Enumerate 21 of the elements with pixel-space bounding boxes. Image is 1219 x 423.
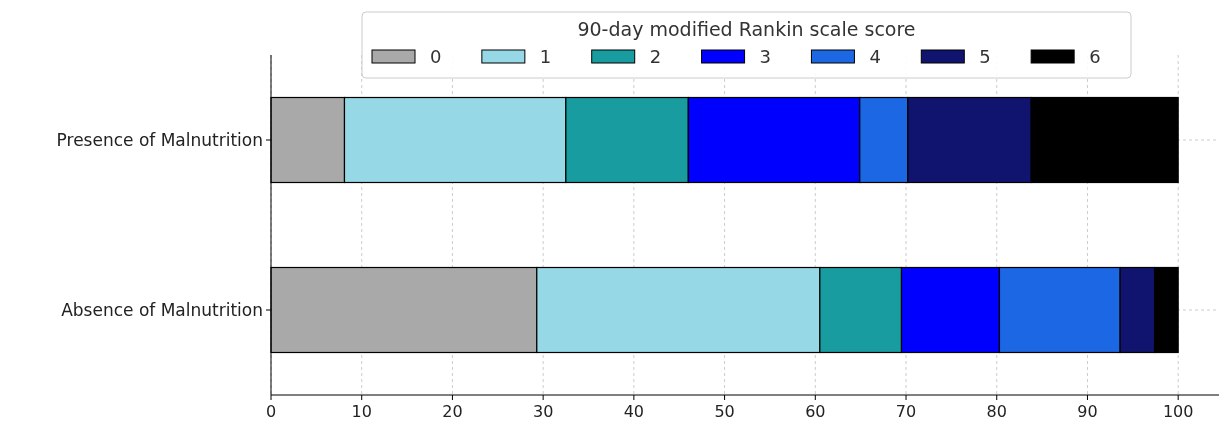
x-tick-label: 100 [1162,402,1194,421]
x-tick-label: 10 [351,402,372,421]
x-tick-label: 60 [805,402,826,421]
legend-label: 4 [869,46,881,67]
legend-label: 2 [649,46,662,67]
x-tick-label: 30 [532,402,554,421]
x-tick-label: 50 [714,402,735,421]
legend-label: 5 [979,46,991,67]
legend-label: 3 [759,46,772,67]
legend-title: 90-day modified Rankin scale score [577,18,916,40]
x-tick-label: 40 [623,402,645,421]
x-tick-label: 80 [986,402,1007,421]
x-tick-label: 20 [442,402,463,421]
legend-label: 0 [430,46,442,67]
y-tick-label: Absence of Malnutrition [61,300,263,320]
x-tick-label: 0 [265,402,277,421]
y-tick-label: Presence of Malnutrition [56,130,263,150]
legend-label: 1 [539,46,552,67]
legend-label: 6 [1089,46,1101,67]
x-tick-label: 90 [1077,402,1098,421]
x-tick-label: 70 [895,402,917,421]
